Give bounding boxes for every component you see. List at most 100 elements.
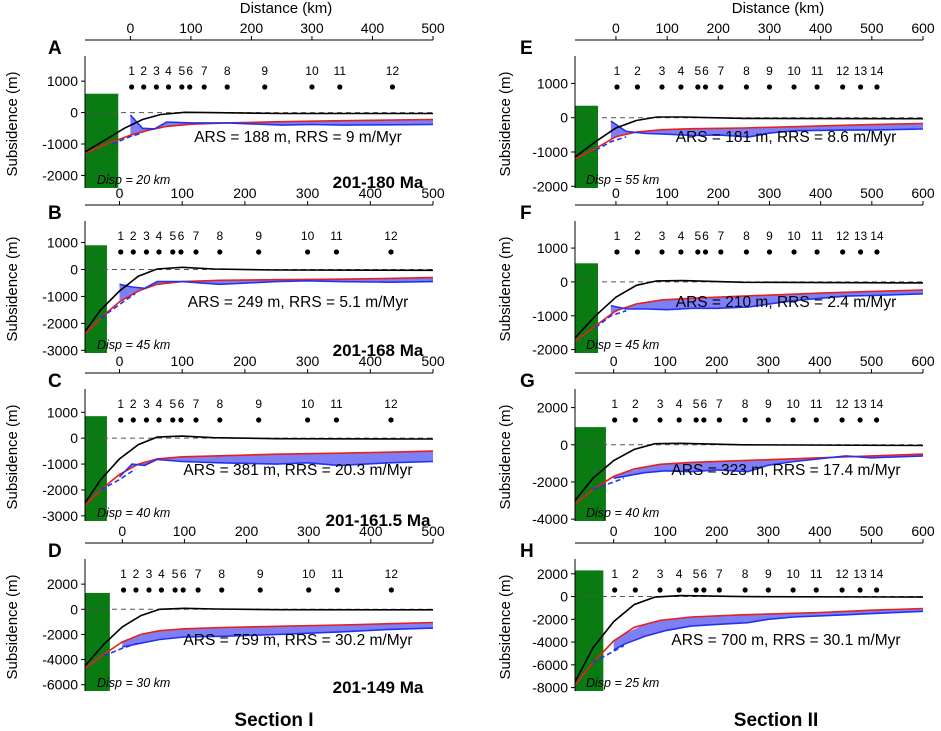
well-dot	[716, 417, 722, 423]
well-dot	[695, 249, 701, 255]
well-label: 13	[854, 229, 868, 243]
well-dot	[742, 587, 748, 593]
well-label: 11	[331, 567, 344, 581]
panel-f: 0 100 200 300 400 500 600 1000 0 -1000 -2000 Subsid…	[497, 185, 935, 358]
y-tick-label: -3000	[42, 342, 78, 358]
well-dot	[718, 84, 724, 90]
well-label: 2	[130, 229, 137, 243]
well-label: 5	[694, 229, 701, 243]
well-label: 12	[836, 229, 850, 243]
well-dot	[813, 587, 819, 593]
y-tick-label: -6000	[532, 657, 568, 673]
y-tick-label: -3000	[42, 508, 78, 524]
well-dot	[170, 417, 176, 423]
y-tick-label: 2000	[537, 566, 568, 582]
well-dot	[143, 249, 150, 255]
well-dot	[165, 84, 172, 90]
y-tick-label: -2000	[42, 626, 78, 642]
y-tick-label: 1000	[47, 235, 78, 251]
ars-label: ARS = 323 m, RRS = 17.4 m/Myr	[671, 462, 900, 479]
well-dot	[257, 587, 263, 593]
well-dot	[678, 249, 684, 255]
x-tick-label: 400	[359, 185, 383, 201]
plot-area	[85, 245, 433, 353]
disp-label: Disp = 30 km	[97, 676, 170, 690]
well-label: 1	[614, 64, 621, 78]
age-label: 201-180 Ma	[333, 173, 424, 192]
red-line	[85, 621, 433, 670]
panel-g: 0 100 200 300 400 500 600 2000 0 -2000 -4000 Subsid…	[497, 353, 935, 527]
disp-label: Disp = 20 km	[97, 173, 170, 187]
well-dot	[695, 84, 701, 90]
x-tick-label: 100	[171, 353, 195, 369]
blue-line	[122, 627, 433, 648]
x-tick-label: 200	[233, 353, 257, 369]
well-label: 1	[614, 229, 621, 243]
plot-area	[85, 592, 433, 691]
well-label: 4	[676, 397, 683, 411]
panel-letter: E	[520, 38, 533, 59]
well-label: 5	[169, 229, 176, 243]
blue-line	[613, 610, 923, 651]
well-dot	[118, 249, 124, 255]
x-tick-label: 400	[809, 185, 833, 201]
well-label: 8	[742, 567, 749, 581]
panel-letter: B	[48, 203, 62, 224]
y-tick-label: 0	[560, 589, 568, 605]
well-dot	[306, 587, 312, 593]
well-label: 8	[216, 397, 223, 411]
y-tick-label: 1000	[47, 404, 78, 420]
ars-label: ARS = 700 m, RRS = 30.1 m/Myr	[671, 632, 900, 649]
y-tick-label: 0	[560, 110, 568, 126]
well-label: 8	[218, 567, 225, 581]
plot-area	[575, 570, 923, 691]
well-dot	[857, 84, 864, 90]
red-line	[575, 289, 923, 342]
blue-dashed-line	[100, 293, 136, 319]
panel-a: 0 100 200 300 400 500 1000 0 -1000 -2000 Subsidenc…	[4, 20, 445, 192]
well-dot	[309, 84, 315, 90]
well-dot	[632, 417, 638, 423]
y-tick-label: -1000	[532, 144, 568, 160]
x-tick-label: 300	[296, 185, 320, 201]
y-tick-label: -1000	[42, 136, 78, 152]
well-dot	[141, 84, 147, 90]
well-dot	[743, 249, 750, 255]
well-label: 6	[178, 229, 185, 243]
x-tick-label: 100	[655, 20, 679, 36]
well-label: 11	[810, 397, 823, 411]
y-tick-label: 0	[70, 105, 78, 121]
ars-label: ARS = 181 m, RRS = 8.6 m/Myr	[676, 129, 897, 146]
well-label: 3	[143, 397, 150, 411]
y-axis-title: Subsidence (m)	[4, 71, 21, 176]
plot-area	[85, 416, 433, 521]
well-dot	[193, 249, 199, 255]
well-dot	[256, 249, 262, 255]
x-tick-label: 100	[655, 185, 679, 201]
well-label: 13	[853, 397, 867, 411]
red-line	[85, 118, 433, 155]
y-tick-label: 2000	[47, 576, 78, 592]
well-dot	[857, 249, 864, 255]
well-label: 13	[853, 567, 867, 581]
x-tick-label: 400	[808, 523, 832, 539]
well-label: 6	[702, 229, 709, 243]
x-tick-label: 200	[240, 20, 264, 36]
x-tick-label: 100	[654, 353, 678, 369]
well-dot	[337, 84, 343, 90]
x-tick-label: 100	[179, 20, 203, 36]
well-label: 9	[255, 397, 262, 411]
well-dot	[172, 587, 178, 593]
y-tick-label: -2000	[532, 474, 568, 490]
panel-letter: A	[48, 38, 62, 59]
age-label: 201-161.5 Ma	[326, 511, 431, 530]
well-dot	[388, 587, 394, 593]
x-tick-label: 500	[860, 353, 884, 369]
well-label: 5	[169, 397, 176, 411]
x-tick-label: 500	[860, 185, 884, 201]
well-label: 6	[701, 567, 708, 581]
y-tick-label: -4000	[42, 652, 78, 668]
x-tick-label: 0	[610, 353, 618, 369]
x-tick-label: 300	[757, 353, 781, 369]
